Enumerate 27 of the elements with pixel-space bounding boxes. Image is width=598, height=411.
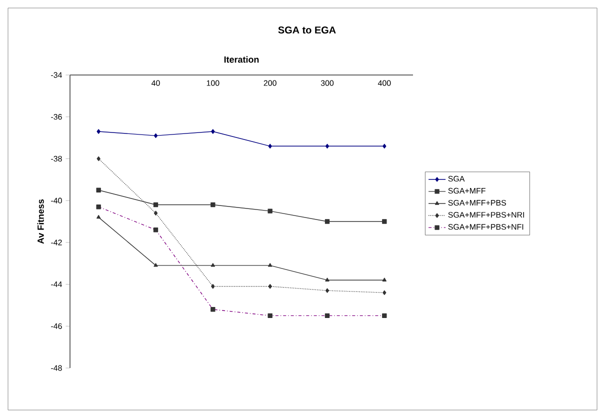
x-axis-title: Iteration: [224, 56, 259, 63]
point: [268, 263, 272, 267]
point: [96, 214, 101, 219]
y-axis-title: Av Fitness: [37, 199, 44, 244]
point: [325, 288, 330, 293]
point: [382, 290, 386, 295]
point: [325, 278, 330, 282]
point: [211, 284, 215, 289]
point: [211, 129, 215, 134]
point: [153, 202, 158, 208]
point: [154, 133, 158, 138]
point: [268, 144, 272, 148]
point: [210, 202, 216, 208]
point: [325, 144, 330, 148]
point: [268, 284, 272, 289]
point: [324, 219, 330, 224]
point: [154, 263, 158, 267]
point: [96, 188, 101, 192]
point: [210, 263, 215, 267]
chart-title: SGA to EGA: [278, 26, 336, 34]
point: [96, 129, 100, 134]
point: [382, 278, 386, 282]
point: [96, 156, 100, 162]
point: [382, 144, 386, 148]
point: [154, 210, 158, 216]
point: [268, 208, 272, 214]
point: [382, 219, 387, 224]
